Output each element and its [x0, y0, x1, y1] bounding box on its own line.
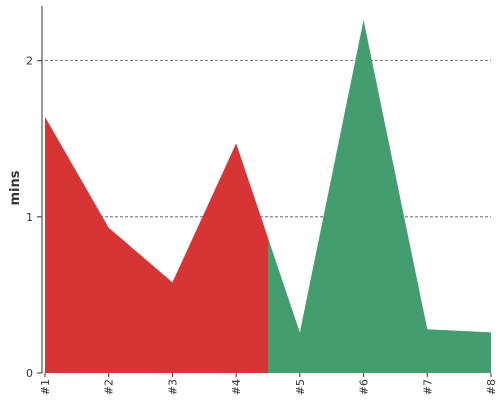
x-tick-label: #3: [166, 379, 179, 395]
area-segment-green: [268, 20, 491, 373]
area-segment-red: [45, 116, 268, 373]
x-tick-label: #2: [103, 379, 116, 395]
x-tick-label: #5: [294, 379, 307, 395]
y-tick-label: 2: [26, 55, 33, 68]
y-axis-label: mins: [8, 170, 23, 205]
y-tick-label: 0: [26, 367, 33, 380]
x-tick-label: #6: [358, 379, 371, 395]
gridlines: [45, 60, 491, 218]
x-tick-label: #8: [485, 379, 498, 395]
y-tick-label: 1: [26, 211, 33, 224]
x-tick-label: #1: [39, 379, 52, 395]
x-tick-label: #7: [421, 379, 434, 395]
area-series: [45, 20, 491, 373]
axes: 0 1 2 #1 #2 #3 #4 #5 #6 #7 #8: [26, 6, 498, 395]
x-tick-label: #4: [230, 379, 243, 395]
